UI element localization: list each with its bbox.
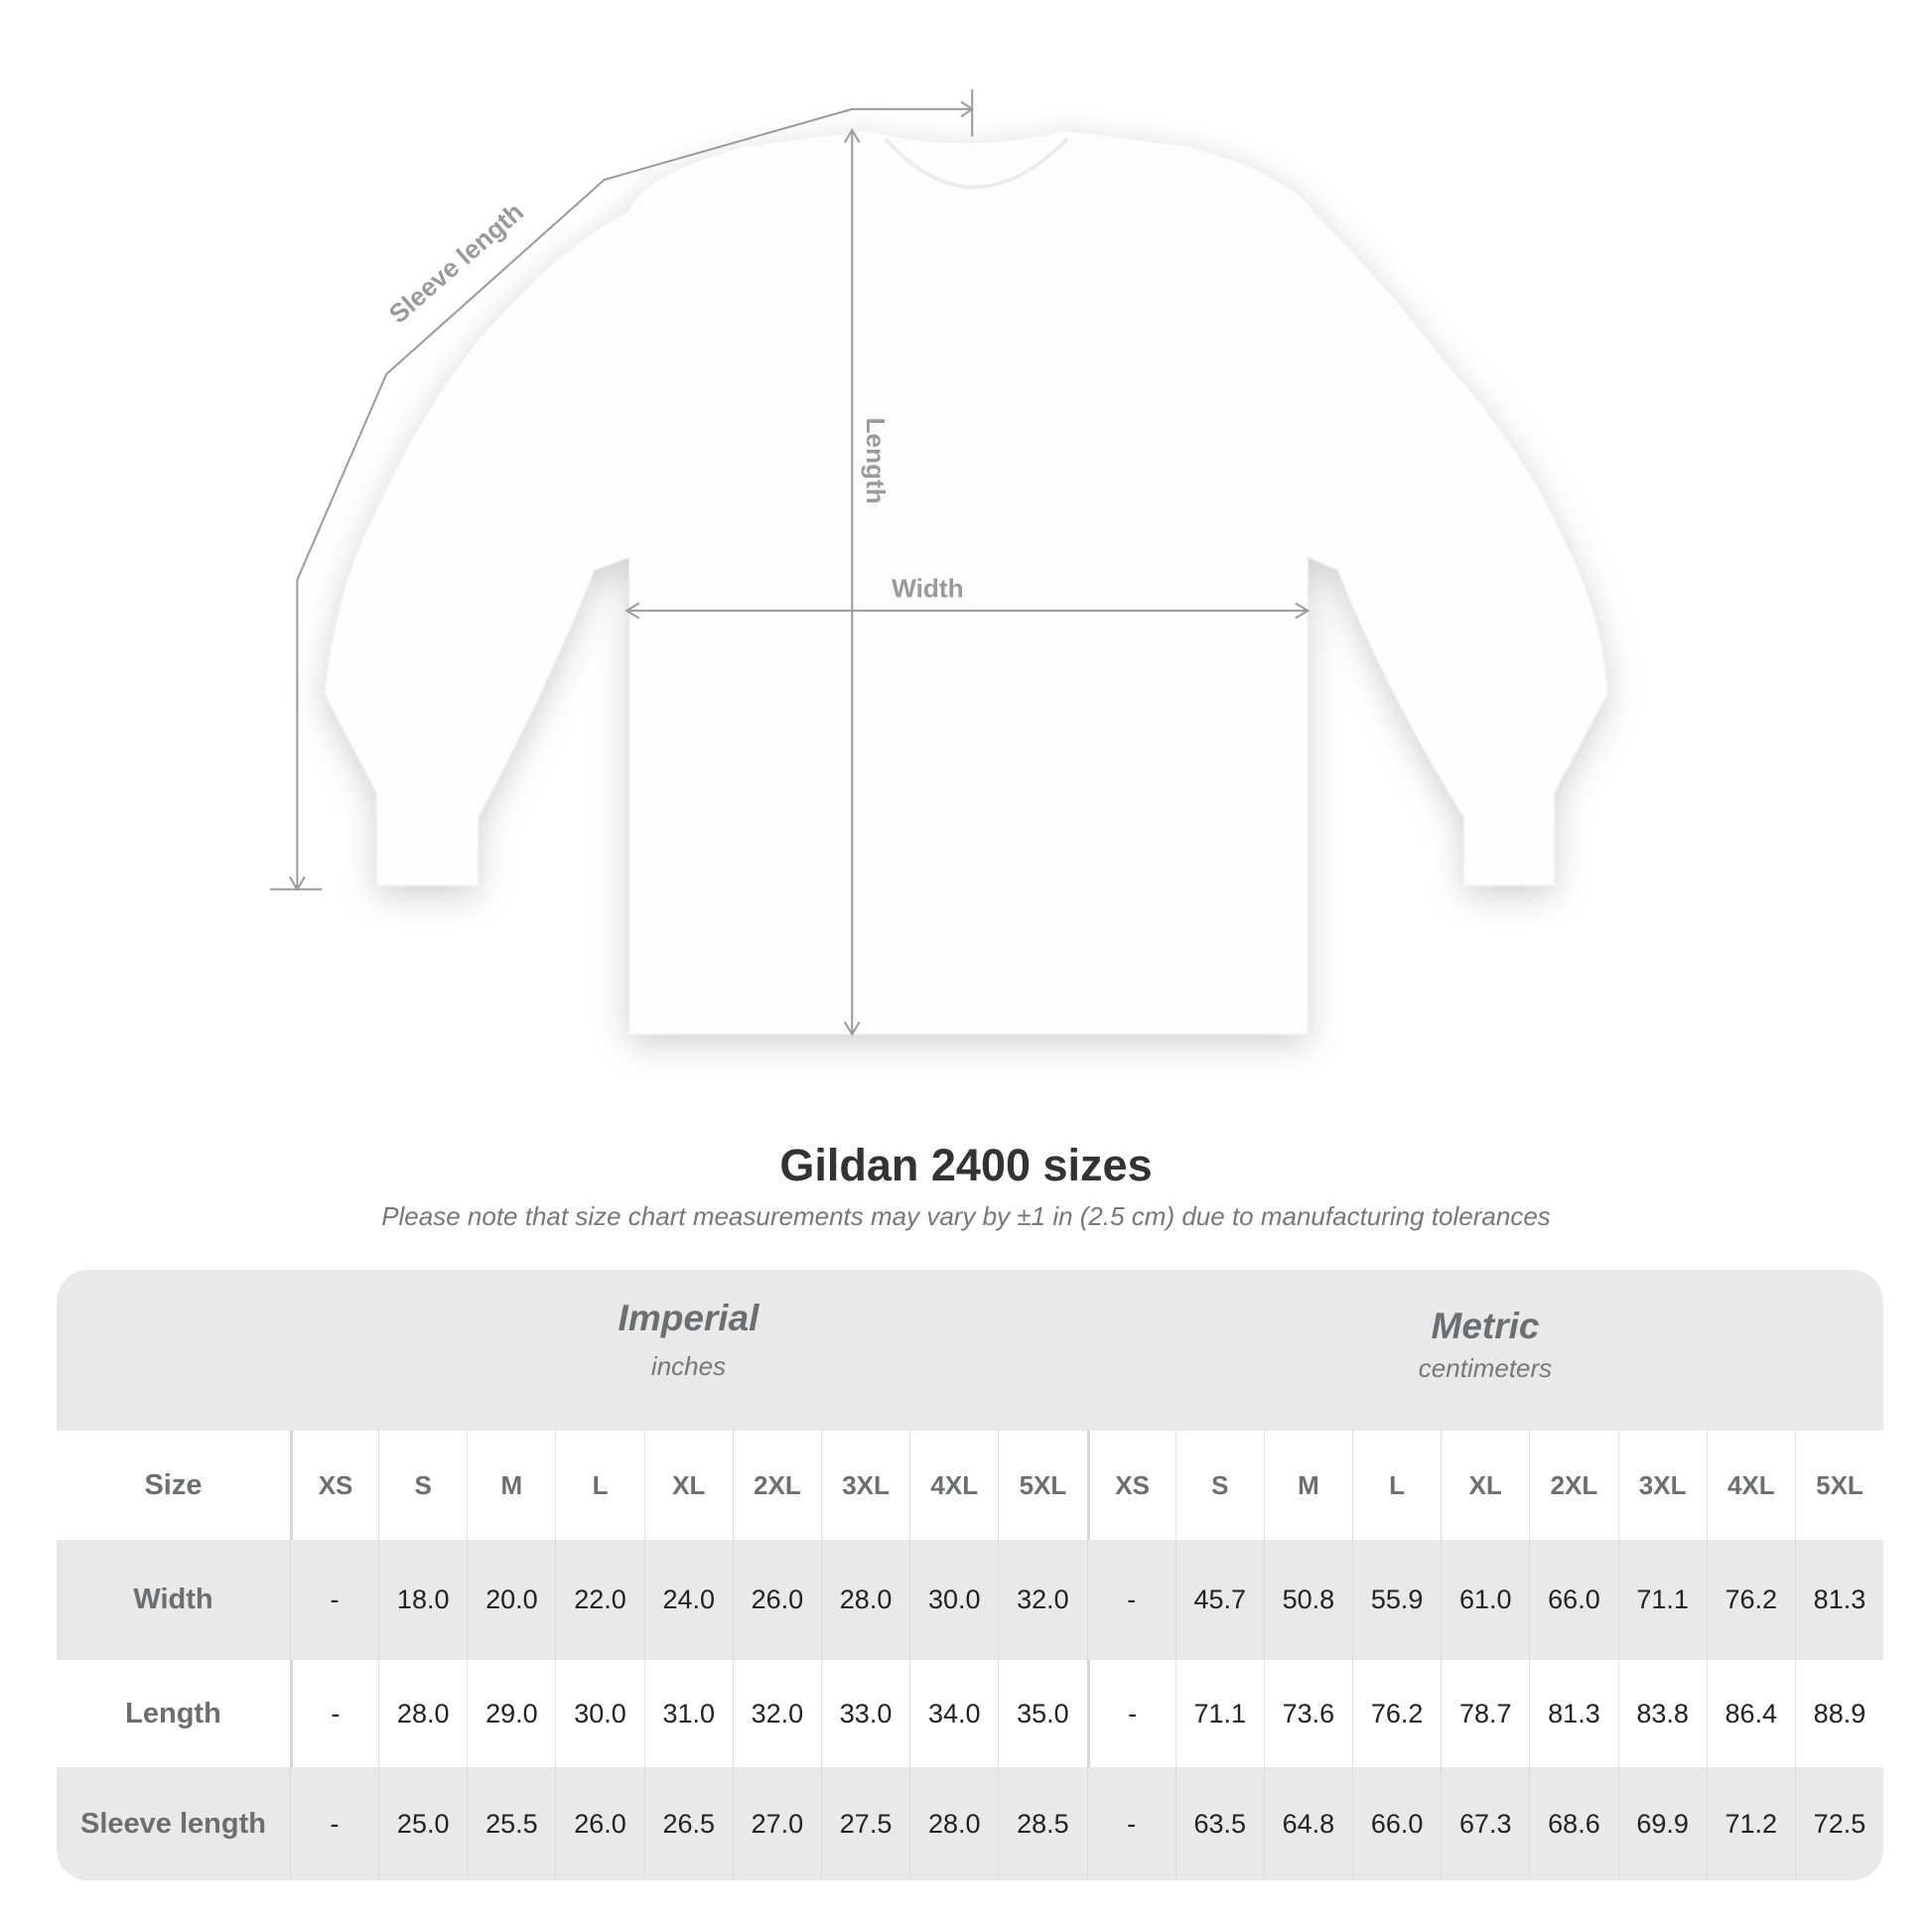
table-cell: 66.0 xyxy=(1529,1540,1617,1660)
table-cell: - xyxy=(1086,1540,1175,1660)
metric-unit: centimeters xyxy=(1418,1353,1553,1383)
table-cell: 73.6 xyxy=(1263,1660,1352,1767)
table-cell: 28.5 xyxy=(998,1767,1086,1880)
size-header-row: Size XS S M L XL 2XL 3XL 4XL 5XL XS S M L XL 2XL 3XL 4XL… xyxy=(57,1431,1883,1540)
table-cell: 32.0 xyxy=(998,1540,1086,1660)
table-cell: 27.5 xyxy=(820,1767,909,1880)
size-header-cell: 2XL xyxy=(1529,1431,1617,1540)
table-cell: 71.1 xyxy=(1617,1540,1707,1660)
size-header-cell: 5XL xyxy=(998,1431,1086,1540)
table-row: Length -28.0 29.0 30.0 31.0 32.0 33.0 34.0 35.0-… xyxy=(57,1660,1883,1767)
size-header-cell: XL xyxy=(643,1431,733,1540)
table-cell: 18.0 xyxy=(378,1540,467,1660)
table-cell: 71.1 xyxy=(1174,1660,1264,1767)
size-header-cell: 3XL xyxy=(1617,1431,1707,1540)
size-header-cell: L xyxy=(555,1431,643,1540)
shirt-diagram: Sleeve length Length Width xyxy=(269,88,1608,1036)
size-header-cell: XL xyxy=(1441,1431,1529,1540)
page-title: Gildan 2400 sizes xyxy=(779,1140,1153,1190)
table-cell: 30.0 xyxy=(909,1540,998,1660)
table-cell: - xyxy=(289,1660,378,1767)
size-header-cell: L xyxy=(1352,1431,1441,1540)
table-cell: 22.0 xyxy=(555,1540,643,1660)
table-cell: 28.0 xyxy=(909,1767,998,1880)
table-cell: 26.0 xyxy=(555,1767,643,1880)
row-label: Width xyxy=(133,1584,213,1615)
table-cell: 68.6 xyxy=(1529,1767,1617,1880)
width-label: Width xyxy=(892,573,963,603)
measurement-lines xyxy=(269,88,1311,1036)
neckline xyxy=(884,137,1069,190)
table-cell: 63.5 xyxy=(1174,1767,1264,1880)
tolerance-note: Please note that size chart measurements… xyxy=(381,1201,1551,1231)
size-header-cell: M xyxy=(467,1431,555,1540)
table-cell: 76.2 xyxy=(1706,1540,1795,1660)
size-header-cell: 5XL xyxy=(1794,1431,1883,1540)
table-row: Width -18.0 20.0 22.0 24.0 26.0 28.0 30.0 32.0-4… xyxy=(57,1540,1883,1660)
size-header-cell: M xyxy=(1263,1431,1352,1540)
table-cell: 67.3 xyxy=(1441,1767,1529,1880)
table-cell: 88.9 xyxy=(1794,1660,1883,1767)
table-cell: 64.8 xyxy=(1263,1767,1352,1880)
row-label: Sleeve length xyxy=(79,1807,266,1840)
table-cell: 25.0 xyxy=(378,1767,467,1880)
size-table: Imperial inches Metric centimeters Size … xyxy=(57,1270,1883,1880)
table-cell: 27.0 xyxy=(732,1767,821,1880)
table-cell: 61.0 xyxy=(1441,1540,1529,1660)
table-cell: - xyxy=(1086,1660,1175,1767)
table-cell: 28.0 xyxy=(820,1540,909,1660)
table-cell: 86.4 xyxy=(1706,1660,1795,1767)
table-cell: 20.0 xyxy=(467,1540,555,1660)
table-cell: 81.3 xyxy=(1529,1660,1617,1767)
table-cell: 72.5 xyxy=(1794,1767,1883,1880)
size-label: Size xyxy=(144,1468,203,1501)
table-cell: 26.0 xyxy=(732,1540,821,1660)
table-cell: 83.8 xyxy=(1617,1660,1707,1767)
table-cell: 50.8 xyxy=(1263,1540,1352,1660)
table-cell: 45.7 xyxy=(1174,1540,1264,1660)
size-header-cell: XS xyxy=(289,1431,378,1540)
table-cell: 32.0 xyxy=(732,1660,821,1767)
table-cell: 26.5 xyxy=(643,1767,733,1880)
table-cell: 25.5 xyxy=(467,1767,555,1880)
size-header-cell: 4XL xyxy=(1706,1431,1795,1540)
table-cell: 55.9 xyxy=(1352,1540,1441,1660)
table-cell: - xyxy=(1086,1767,1175,1880)
size-header-cell: 2XL xyxy=(732,1431,821,1540)
table-cell: 78.7 xyxy=(1441,1660,1529,1767)
table-cell: 24.0 xyxy=(643,1540,733,1660)
size-header-cell: XS xyxy=(1086,1431,1175,1540)
table-cell: 34.0 xyxy=(909,1660,998,1767)
table-cell: 33.0 xyxy=(820,1660,909,1767)
length-label: Length xyxy=(861,418,891,504)
table-cell: - xyxy=(289,1540,378,1660)
metric-header: Metric centimeters xyxy=(1087,1270,1883,1431)
imperial-header: Imperial inches xyxy=(290,1270,1087,1431)
size-header-cell: S xyxy=(1174,1431,1264,1540)
imperial-label: Imperial xyxy=(618,1298,759,1338)
table-cell: 30.0 xyxy=(555,1660,643,1767)
table-cell: 29.0 xyxy=(467,1660,555,1767)
table-cell: 35.0 xyxy=(998,1660,1086,1767)
metric-label: Metric xyxy=(1431,1306,1540,1346)
sleeve-length-line xyxy=(296,107,973,890)
table-cell: 76.2 xyxy=(1352,1660,1441,1767)
table-cell: 71.2 xyxy=(1706,1767,1795,1880)
table-cell: 69.9 xyxy=(1617,1767,1707,1880)
table-cell: 31.0 xyxy=(643,1660,733,1767)
imperial-unit: inches xyxy=(650,1351,727,1381)
table-cell: 28.0 xyxy=(378,1660,467,1767)
table-cell: - xyxy=(289,1767,378,1880)
size-header-cell: 4XL xyxy=(909,1431,998,1540)
shirt-illustration xyxy=(324,129,1608,1035)
size-header-cell: S xyxy=(378,1431,467,1540)
table-cell: 66.0 xyxy=(1352,1767,1441,1880)
size-header-cell: 3XL xyxy=(820,1431,909,1540)
table-row: Sleeve length -25.0 25.5 26.0 26.5 27.0 27.5 28… xyxy=(57,1767,1883,1880)
table-cell: 81.3 xyxy=(1794,1540,1883,1660)
row-label: Length xyxy=(125,1697,221,1729)
